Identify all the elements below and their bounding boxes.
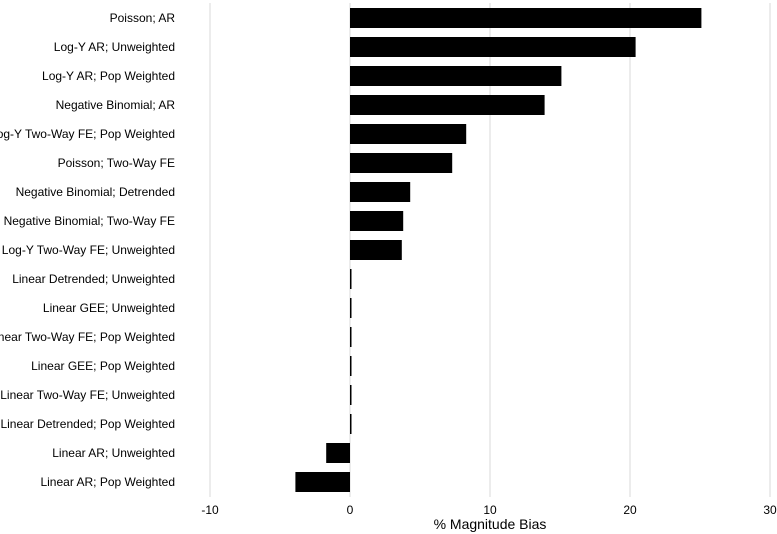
category-label: Negative Binomial; Detrended [16, 185, 175, 199]
category-label: Log-Y Two-Way FE; Pop Weighted [0, 127, 175, 141]
bar [350, 269, 352, 289]
bar [350, 240, 402, 260]
x-tick-label: 30 [763, 503, 777, 517]
category-label: Linear Detrended; Unweighted [12, 272, 175, 286]
category-label: Log-Y AR; Pop Weighted [42, 69, 175, 83]
category-label: Linear Two-Way FE; Unweighted [0, 388, 175, 402]
bar [350, 66, 562, 86]
category-label: Poisson; AR [110, 11, 176, 25]
bar [350, 211, 404, 231]
bar [350, 356, 352, 376]
bar [350, 95, 545, 115]
category-labels: Poisson; AR Log-Y AR; Unweighted Log-Y AR;… [0, 11, 175, 489]
bar [350, 153, 453, 173]
x-tick-label: 0 [347, 503, 354, 517]
bar [350, 414, 352, 434]
category-label: Negative Binomial; AR [56, 98, 176, 112]
x-tick-label: 10 [483, 503, 497, 517]
bar [350, 327, 352, 347]
category-label: Linear Detrended; Pop Weighted [0, 417, 175, 431]
bar [350, 37, 636, 57]
x-tick-label: 20 [623, 503, 637, 517]
bar [295, 472, 350, 492]
bar [350, 182, 411, 202]
bar [350, 385, 352, 405]
category-label: Linear GEE; Pop Weighted [31, 359, 175, 373]
x-tick-labels: -10 0 10 20 30 [201, 503, 777, 517]
category-label: Log-Y AR; Unweighted [54, 40, 175, 54]
x-tick-label: -10 [201, 503, 219, 517]
category-label: Linear GEE; Unweighted [43, 301, 175, 315]
x-axis-title: % Magnitude Bias [434, 516, 547, 532]
bar [350, 124, 467, 144]
category-label: Poisson; Two-Way FE [58, 156, 175, 170]
category-label: Linear AR; Unweighted [52, 446, 175, 460]
bar [350, 298, 352, 318]
bar [326, 443, 350, 463]
bar [350, 8, 702, 28]
bars [295, 8, 702, 492]
category-label: Linear AR; Pop Weighted [40, 475, 175, 489]
category-label: Log-Y Two-Way FE; Unweighted [2, 243, 175, 257]
category-label: Negative Binomial; Two-Way FE [4, 214, 175, 228]
category-label: Linear Two-Way FE; Pop Weighted [0, 330, 175, 344]
